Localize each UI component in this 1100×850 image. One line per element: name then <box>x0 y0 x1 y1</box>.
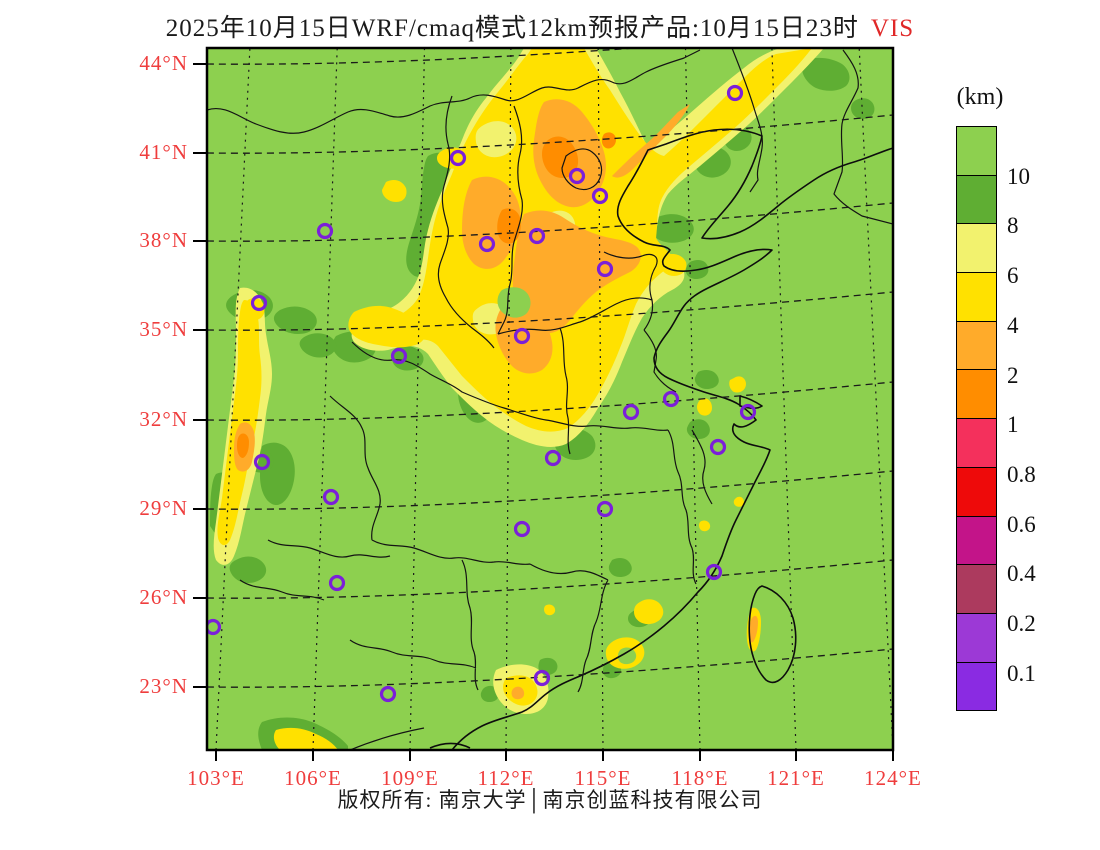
latitude-tick-label: 29°N <box>139 496 188 520</box>
latitude-tick-label: 35°N <box>139 317 188 341</box>
latitude-gridline <box>207 470 893 510</box>
city-marker <box>449 149 467 167</box>
visibility-band-1-2 <box>237 132 616 458</box>
longitude-gridline <box>505 48 512 750</box>
legend-color-segment <box>956 272 997 322</box>
latitude-gridline <box>207 648 893 688</box>
longitude-tick-label: 103°E <box>187 766 245 790</box>
latitude-gridline <box>207 559 893 599</box>
legend-boundary-label: 2 <box>1007 362 1019 388</box>
longitude-gridline <box>858 48 893 750</box>
city-marker <box>328 574 346 592</box>
legend-color-segment <box>956 418 997 468</box>
city-marker <box>316 222 334 240</box>
city-marker <box>622 403 640 421</box>
latitude-tick-label: 38°N <box>139 228 188 252</box>
chart-title-variable: VIS <box>870 15 915 42</box>
city-marker <box>478 235 496 253</box>
legend-color-segment <box>956 369 997 420</box>
latitude-gridline <box>207 381 893 421</box>
longitude-gridline <box>409 48 426 750</box>
map-frame <box>205 46 895 752</box>
legend-boundary-label: 0.2 <box>1007 611 1036 636</box>
legend-boundary-label: 0.4 <box>1007 561 1036 587</box>
city-marker <box>662 390 680 408</box>
longitude-tick-label: 109°E <box>381 766 439 790</box>
city-marker <box>253 453 271 471</box>
legend-color-segment <box>956 126 997 176</box>
legend-boundary-label: 4 <box>1007 312 1019 338</box>
city-marker <box>568 167 586 185</box>
latitude-tick-label: 32°N <box>139 407 188 431</box>
longitude-tick-label: 121°E <box>767 766 825 790</box>
city-marker <box>379 685 397 703</box>
latitude-tick-label: 26°N <box>139 585 188 609</box>
legend-unit-label: (km) <box>956 84 1004 110</box>
graticule-grid <box>207 48 893 750</box>
latitude-gridline <box>207 202 893 242</box>
city-marker <box>528 227 546 245</box>
city-marker <box>533 669 551 687</box>
legend-color-segment <box>956 612 997 663</box>
latitude-tick-label: 23°N <box>139 674 188 698</box>
city-marker <box>596 500 614 518</box>
visibility-band-2-4 <box>234 99 758 700</box>
city-marker <box>709 438 727 456</box>
city-marker <box>705 563 723 581</box>
legend-boundary-label: 1 <box>1007 412 1019 438</box>
legend-color-segment <box>956 174 997 225</box>
city-marker <box>250 294 268 312</box>
legend-color-segment <box>956 223 997 274</box>
city-marker <box>322 488 340 506</box>
province-boundaries <box>207 48 893 750</box>
longitude-gridline <box>597 48 604 750</box>
city-marker <box>390 347 408 365</box>
latitude-gridline <box>207 114 893 154</box>
legend-color-segment <box>956 466 997 517</box>
axis-ticks <box>193 63 894 761</box>
copyright-line: 版权所有: 南京大学│南京创蓝科技有限公司 <box>337 788 763 812</box>
longitude-tick-label: 106°E <box>284 766 342 790</box>
longitude-gridline <box>312 48 338 750</box>
taiwan-island-outline <box>748 585 797 684</box>
longitude-gridline <box>684 48 701 750</box>
city-marker <box>591 187 609 205</box>
longitude-tick-label: 112°E <box>477 766 535 790</box>
legend-color-segment <box>956 661 997 712</box>
legend-boundary-label: 0.8 <box>1007 461 1036 487</box>
city-marker <box>596 260 614 278</box>
latitude-tick-label: 41°N <box>139 140 188 164</box>
legend-color-segment <box>956 515 997 566</box>
chart-title: 2025年10月15日WRF/cmaq模式12km预报产品:10月15日23时 V… <box>0 8 1080 44</box>
city-marker <box>513 520 531 538</box>
city-marker <box>513 327 531 345</box>
legend-boundary-label: 8 <box>1007 213 1019 239</box>
city-marker <box>726 84 744 102</box>
legend-color-segment <box>956 564 997 614</box>
longitude-tick-label: 118°E <box>671 766 729 790</box>
chart-title-text: 2025年10月15日WRF/cmaq模式12km预报产品:10月15日23时 <box>165 15 859 42</box>
legend-boundary-label: 6 <box>1007 263 1019 289</box>
legend-boundary-label: 0.6 <box>1007 511 1036 537</box>
latitude-gridline <box>207 48 644 65</box>
legend-colorbar <box>956 126 997 712</box>
legend-color-segment <box>956 320 997 371</box>
visibility-holes <box>497 287 637 665</box>
legend-boundary-label: 10 <box>1007 163 1030 189</box>
legend-boundary-label: 0.1 <box>1007 660 1036 686</box>
latitude-tick-label: 44°N <box>139 51 188 75</box>
city-markers-layer <box>207 84 757 703</box>
longitude-tick-label: 124°E <box>864 766 922 790</box>
longitude-gridline <box>215 48 251 750</box>
longitude-tick-label: 115°E <box>574 766 632 790</box>
city-marker <box>207 618 222 636</box>
city-marker <box>544 449 562 467</box>
city-marker <box>739 403 757 421</box>
longitude-gridline <box>771 48 797 750</box>
latitude-gridline <box>207 291 893 331</box>
